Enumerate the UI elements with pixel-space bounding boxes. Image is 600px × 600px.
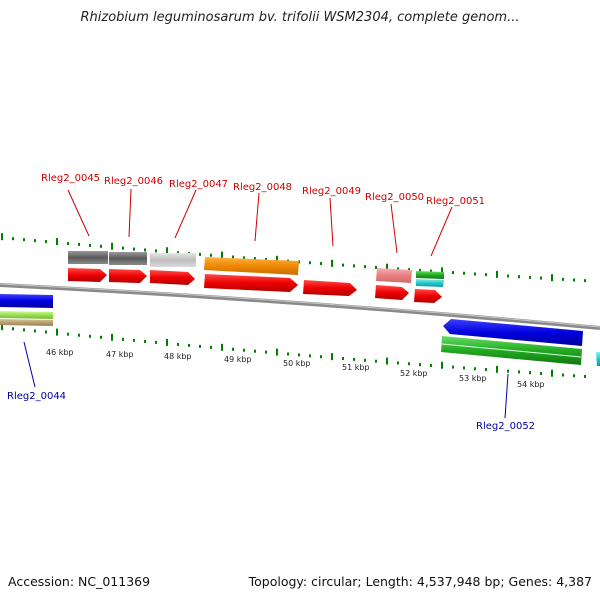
scale-label-50: 50 kbp bbox=[283, 359, 311, 368]
gene-label-0052[interactable]: Rleg2_0052 bbox=[476, 421, 535, 432]
label-leader-lines bbox=[24, 189, 508, 418]
scale-label-46: 46 kbp bbox=[46, 348, 74, 357]
scale-label-51: 51 kbp bbox=[342, 363, 370, 372]
feature-box-0050[interactable] bbox=[376, 268, 412, 283]
feature-box-0044-lime[interactable] bbox=[0, 311, 53, 319]
scale-label-54: 54 kbp bbox=[517, 380, 545, 389]
gene-label-0045[interactable]: Rleg2_0045 bbox=[41, 173, 100, 184]
gene-label-0051[interactable]: Rleg2_0051 bbox=[426, 196, 485, 207]
genome-map[interactable]: Rleg2_0045 Rleg2_0046 Rleg2_0047 Rleg2_0… bbox=[0, 0, 600, 600]
gene-arrow-0049[interactable] bbox=[303, 280, 357, 296]
scale-label-49: 49 kbp bbox=[224, 355, 252, 364]
gene-arrow-0044[interactable] bbox=[0, 294, 53, 308]
genome-summary-text: Topology: circular; Length: 4,537,948 bp… bbox=[249, 574, 592, 589]
feature-box-0045[interactable] bbox=[68, 251, 108, 264]
scale-label-48: 48 kbp bbox=[164, 352, 192, 361]
gene-label-0044[interactable]: Rleg2_0044 bbox=[7, 391, 66, 402]
scale-label-47: 47 kbp bbox=[106, 350, 134, 359]
gene-label-0048[interactable]: Rleg2_0048 bbox=[233, 182, 292, 193]
gene-arrow-0046[interactable] bbox=[109, 269, 147, 283]
gene-label-0046[interactable]: Rleg2_0046 bbox=[104, 176, 163, 187]
gene-label-0049[interactable]: Rleg2_0049 bbox=[302, 186, 361, 197]
feature-box-0044-tan[interactable] bbox=[0, 319, 53, 326]
genome-backbone bbox=[0, 285, 600, 328]
scale-label-53: 53 kbp bbox=[459, 374, 487, 383]
gene-arrow-0051[interactable] bbox=[414, 289, 442, 303]
gene-arrow-0048[interactable] bbox=[204, 274, 298, 292]
feature-box-0048[interactable] bbox=[204, 257, 299, 275]
feature-box-0051-cyan[interactable] bbox=[416, 279, 444, 287]
gene-arrow-0045[interactable] bbox=[68, 268, 107, 282]
feature-box-0046[interactable] bbox=[109, 252, 147, 265]
gene-label-0050[interactable]: Rleg2_0050 bbox=[365, 192, 424, 203]
scale-label-52: 52 kbp bbox=[400, 369, 428, 378]
accession-text: Accession: NC_011369 bbox=[8, 574, 150, 589]
gene-label-0047[interactable]: Rleg2_0047 bbox=[169, 179, 228, 190]
gene-arrow-0050[interactable] bbox=[375, 285, 409, 300]
feature-box-0051-green[interactable] bbox=[416, 271, 444, 279]
gene-arrow-0047[interactable] bbox=[150, 270, 195, 285]
feature-box-edge-cyan[interactable] bbox=[596, 352, 600, 366]
feature-box-0047[interactable] bbox=[150, 253, 196, 267]
